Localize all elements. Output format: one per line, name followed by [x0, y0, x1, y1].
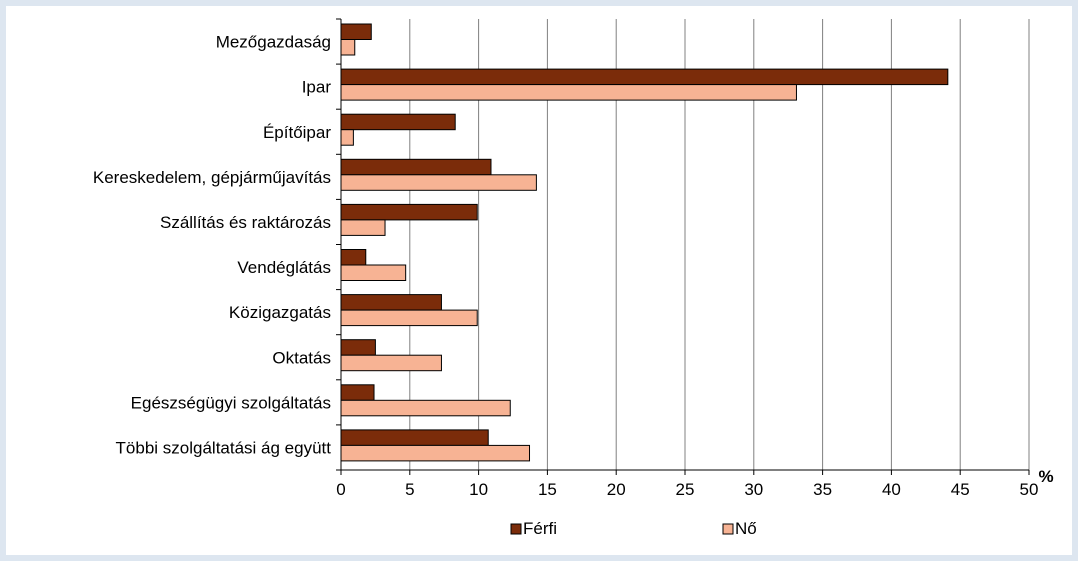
bar-chart: Mezőgazdaság Ipar Építőipar Kereskedelem, g… — [93, 18, 1054, 538]
x-tick-label: 40 — [882, 480, 901, 499]
x-tick-label: 25 — [676, 480, 695, 499]
bar-ferfi — [340, 339, 376, 356]
legend-label-ferfi: Férfi — [523, 519, 557, 538]
legend-swatch-ferfi — [510, 523, 522, 535]
category-label: Oktatás — [272, 348, 331, 367]
legend-swatch-no — [722, 523, 734, 535]
x-tick-label: 45 — [951, 480, 970, 499]
bars — [340, 23, 949, 462]
bar-ferfi — [340, 249, 367, 266]
bar-no — [340, 264, 407, 281]
bar-ferfi — [340, 68, 949, 86]
category-label: Vendéglátás — [237, 258, 331, 277]
x-tick-label: 50 — [1020, 480, 1039, 499]
category-label: Egészségügyi szolgáltatás — [131, 393, 331, 412]
bar-no — [340, 399, 511, 417]
x-tick-label: 20 — [607, 480, 626, 499]
bar-no — [340, 219, 386, 236]
category-label: Építőipar — [263, 123, 331, 142]
category-label: Ipar — [302, 78, 332, 97]
category-label: Kereskedelem, gépjárműjavítás — [93, 168, 331, 187]
x-tick-label: 15 — [538, 480, 557, 499]
bar-no — [340, 309, 478, 327]
category-label: Szállítás és raktározás — [160, 213, 331, 232]
bar-ferfi — [340, 113, 456, 131]
x-tick-label: 5 — [405, 480, 414, 499]
bar-ferfi — [340, 384, 375, 401]
bar-ferfi — [340, 23, 372, 40]
x-tick-labels: 0 5 10 15 20 25 30 35 40 45 50 — [336, 480, 1038, 499]
category-label: Többi szolgáltatási ág együtt — [116, 438, 332, 457]
bar-no — [340, 129, 354, 146]
bar-ferfi — [340, 429, 489, 446]
category-label: Mezőgazdaság — [216, 33, 331, 52]
x-unit-label: % — [1038, 467, 1053, 486]
bar-ferfi — [340, 294, 442, 311]
x-tick-label: 10 — [469, 480, 488, 499]
bar-no — [340, 174, 537, 191]
bar-no — [340, 39, 356, 56]
axes — [336, 18, 1030, 475]
bar-no — [340, 354, 442, 372]
x-tick-label: 30 — [744, 480, 763, 499]
legend-label-no: Nő — [735, 519, 757, 538]
x-tick-label: 35 — [813, 480, 832, 499]
bar-ferfi — [340, 158, 492, 176]
bar-no — [340, 444, 531, 462]
bar-no — [340, 84, 797, 101]
chart-frame: Mezőgazdaság Ipar Építőipar Kereskedelem, g… — [6, 6, 1072, 555]
category-labels: Mezőgazdaság Ipar Építőipar Kereskedelem, g… — [93, 33, 331, 458]
category-label: Közigazgatás — [229, 303, 331, 322]
x-tick-label: 0 — [336, 480, 345, 499]
legend: Férfi Nő — [510, 519, 757, 538]
bar-ferfi — [340, 203, 478, 221]
